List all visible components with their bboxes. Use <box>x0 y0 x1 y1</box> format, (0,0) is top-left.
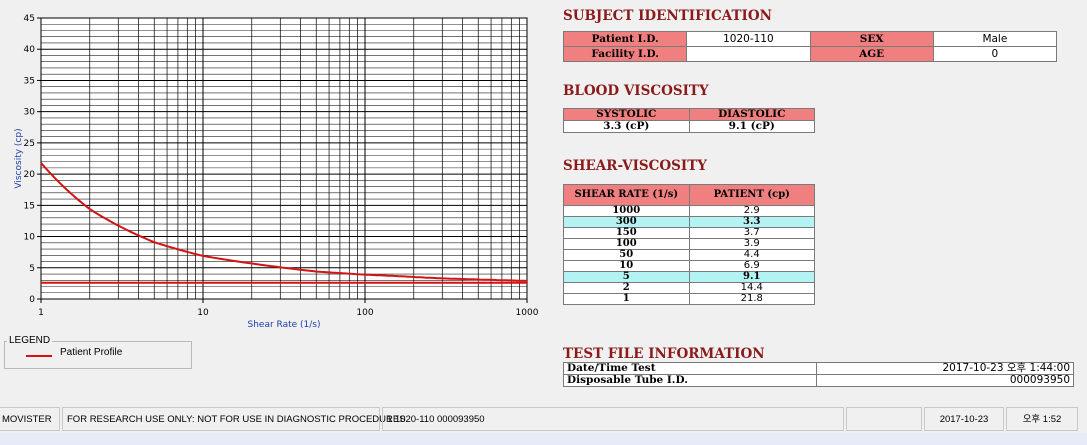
x-tick-label: 10 <box>197 308 209 318</box>
legend-box <box>4 341 192 369</box>
date-time-value: 2017-10-23 오후 1:44:00 <box>816 362 1074 375</box>
y-tick-label: 25 <box>24 139 35 149</box>
bottom-strip <box>0 433 1087 445</box>
y-tick-label: 10 <box>24 233 36 243</box>
sex-label: SEX <box>809 31 934 47</box>
x-tick-label: 100 <box>356 308 373 318</box>
y-tick-label: 35 <box>24 76 35 86</box>
patient-id-label: Patient I.D. <box>562 31 688 47</box>
shear-rate-cell: 1 <box>563 293 690 305</box>
status-time: 오후 1:52 <box>1006 407 1078 431</box>
shear-rate-cell: 2 <box>563 282 690 294</box>
shear-rate-cell: 300 <box>563 216 690 228</box>
shear-viscosity-table: SHEAR RATE (1/s) PATIENT (cp) 1000 2.9 30… <box>563 184 815 305</box>
test-file-table: Date/Time Test 2017-10-23 오후 1:44:00 Dis… <box>563 362 1074 387</box>
patient-cp-cell: 9.1 <box>688 271 815 283</box>
series-line-patient-profile <box>40 162 528 282</box>
patient-cp-cell: 6.9 <box>688 260 815 272</box>
blood-viscosity-table: SYSTOLIC DIASTOLIC 3.3 (cP) 9.1 (cP) <box>563 108 815 133</box>
shear-rate-cell: 50 <box>563 249 690 261</box>
shear-rate-cell: 5 <box>563 271 690 283</box>
shear-rate-cell: 100 <box>563 238 690 250</box>
x-tick-label: 1000 <box>516 308 539 318</box>
diastolic-label: DIASTOLIC <box>688 108 815 121</box>
sex-value: Male <box>932 31 1058 47</box>
blood-viscosity-title: BLOOD VISCOSITY <box>563 83 709 99</box>
y-tick-label: 30 <box>24 108 36 118</box>
patient-cp-cell: 3.7 <box>688 227 815 239</box>
shear-rate-cell: 10 <box>563 260 690 272</box>
systolic-value: 3.3 (cP) <box>563 120 690 133</box>
plot-area <box>40 17 528 300</box>
status-empty <box>846 407 922 431</box>
y-tick-label: 40 <box>24 45 36 55</box>
patient-cp-cell: 21.8 <box>688 293 815 305</box>
patient-cp-cell: 3.3 <box>688 216 815 228</box>
status-bar: MOVISTER FOR RESEARCH USE ONLY: NOT FOR … <box>0 407 1087 433</box>
legend-swatch <box>26 355 52 357</box>
patient-cp-cell: 2.9 <box>688 205 815 217</box>
y-axis-label: Viscosity (cp) <box>14 128 24 188</box>
x-tick-label: 1 <box>38 308 44 318</box>
patient-cp-cell: 4.4 <box>688 249 815 261</box>
subject-identification-title: SUBJECT IDENTIFICATION <box>563 8 772 24</box>
viscosity-chart: 0 5 10 15 20 25 30 35 40 45 1 10 100 1000 Shear Rate (… <box>0 0 552 330</box>
shear-rate-cell: 150 <box>563 227 690 239</box>
age-label: AGE <box>809 46 934 62</box>
patient-cp-header: PATIENT (cp) <box>688 184 815 206</box>
legend-item-label: Patient Profile <box>60 347 123 358</box>
legend-title: LEGEND <box>7 335 53 346</box>
status-notice: FOR RESEARCH USE ONLY: NOT FOR USE IN DI… <box>62 407 406 431</box>
shear-viscosity-title: SHEAR-VISCOSITY <box>563 158 707 174</box>
subject-table: Patient I.D. 1020-110 SEX Male Facility … <box>562 31 1058 62</box>
tube-id-label: Disposable Tube I.D. <box>563 374 817 387</box>
y-tick-label: 0 <box>29 295 35 305</box>
y-tick-label: 45 <box>24 14 35 24</box>
shear-rate-cell: 1000 <box>563 205 690 217</box>
age-value: 0 <box>932 46 1058 62</box>
facility-id-label: Facility I.D. <box>562 46 688 62</box>
shear-rate-header: SHEAR RATE (1/s) <box>563 184 690 206</box>
patient-cp-cell: 14.4 <box>688 282 815 294</box>
status-app-name: MOVISTER <box>0 407 60 431</box>
chart-svg: 0 5 10 15 20 25 30 35 40 45 1 10 100 1000 Shear Rate (… <box>14 14 539 330</box>
test-file-information-title: TEST FILE INFORMATION <box>563 346 765 362</box>
diastolic-value: 9.1 (cP) <box>688 120 815 133</box>
systolic-label: SYSTOLIC <box>563 108 690 121</box>
y-tick-label: 5 <box>29 264 35 274</box>
status-date: 2017-10-23 <box>924 407 1004 431</box>
y-tick-label: 20 <box>24 170 36 180</box>
status-record: 1 1020-110 000093950 <box>382 407 844 431</box>
x-axis-label: Shear Rate (1/s) <box>248 320 321 330</box>
date-time-label: Date/Time Test <box>563 362 817 375</box>
tube-id-value: 000093950 <box>816 374 1074 387</box>
patient-id-value: 1020-110 <box>686 31 811 47</box>
facility-id-value <box>686 46 811 62</box>
y-tick-label: 15 <box>24 201 35 211</box>
patient-cp-cell: 3.9 <box>688 238 815 250</box>
